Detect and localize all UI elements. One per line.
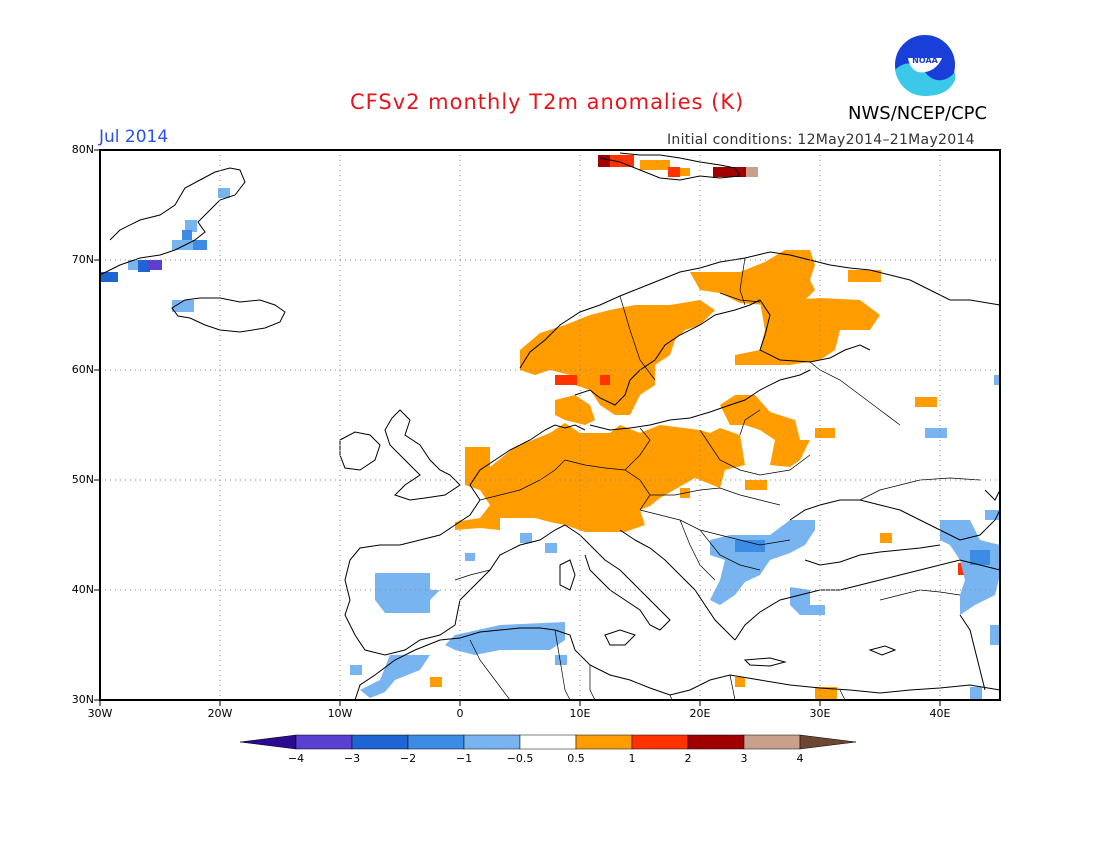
colorbar-label: 4 [796, 752, 804, 765]
lon-label-30w: 30W [87, 707, 113, 720]
lon-label-20w: 20W [207, 707, 233, 720]
forecast-month: Jul 2014 [99, 127, 169, 147]
colorbar-label: −4 [287, 752, 305, 765]
anomaly-patch-south-sweden [555, 395, 595, 425]
colorbar-segment [519, 734, 577, 750]
coastline-iberia [344, 524, 566, 656]
colorbar-label: −3 [343, 752, 361, 765]
lon-label-40e: 40E [929, 707, 951, 720]
coastline-greece-turkey [734, 559, 1001, 641]
colorbar-segment [687, 734, 745, 750]
colorbar-label: 2 [684, 752, 692, 765]
lat-label-40n: 40N [71, 583, 94, 596]
cool-anomaly-patches [100, 188, 1000, 699]
lat-label-70n: 70N [71, 253, 94, 266]
coastline-finland [759, 299, 871, 363]
colorbar-label: −1 [455, 752, 473, 765]
colorbar-label: −0.5 [506, 752, 534, 765]
colorbar-label: −2 [399, 752, 417, 765]
colorbar-label: 0.5 [567, 752, 585, 765]
coastline-svalbard [599, 152, 741, 181]
colorbar-arrow-low [239, 734, 297, 750]
lon-label-30e: 30E [809, 707, 831, 720]
lat-label-80n: 80N [71, 143, 94, 156]
coastline-sardinia [559, 559, 576, 591]
coastline-sweden-south [574, 299, 761, 406]
country-borders [454, 257, 981, 701]
agency-label: NWS/NCEP/CPC [848, 103, 988, 124]
colorbar-segment [575, 734, 633, 750]
coastline-cyprus [868, 645, 897, 656]
noaa-logo-text: NOAA [912, 56, 938, 65]
map-border [99, 149, 1001, 701]
anomaly-patch-north-scandinavia [690, 250, 815, 305]
lat-label-30n: 30N [71, 693, 94, 706]
anomaly-patch-finland [735, 298, 880, 365]
coastline-iceland [171, 297, 286, 333]
colorbar-segment [743, 734, 801, 750]
anomaly-patch-scandinavia [520, 300, 715, 415]
coastline-baltic-south [589, 369, 811, 431]
coastline-greenland [99, 167, 246, 276]
lat-label-60n: 60N [71, 363, 94, 376]
colorbar [239, 734, 857, 750]
map-frame [100, 150, 1000, 700]
coastline-caspian [984, 489, 1001, 501]
chart-title: CFSv2 monthly T2m anomalies (K) [350, 90, 745, 114]
anomaly-patch-baltic [720, 395, 810, 467]
coastline-levant [959, 614, 986, 691]
colorbar-segment [295, 734, 353, 750]
initial-conditions: Initial conditions: 12May2014–21May2014 [667, 132, 975, 148]
map-gridlines [100, 150, 1000, 700]
noaa-logo: NOAA [893, 33, 957, 97]
lon-label-20e: 20E [689, 707, 711, 720]
colorbar-label: 1 [628, 752, 636, 765]
lon-label-0: 0 [456, 707, 464, 720]
coastline-uk [384, 409, 461, 501]
coastline-sicily [604, 629, 636, 646]
colorbar-segment [463, 734, 521, 750]
colorbar-arrow-high [799, 734, 857, 750]
axis-ticks [94, 149, 941, 706]
lat-label-50n: 50N [71, 473, 94, 486]
coastline-ireland [339, 431, 381, 471]
colorbar-segment [407, 734, 465, 750]
coastline-crete [743, 657, 787, 667]
colorbar-label: 3 [740, 752, 748, 765]
coastline-italy [564, 524, 671, 631]
lon-label-10w: 10W [327, 707, 353, 720]
colorbar-segment [631, 734, 689, 750]
lon-label-10e: 10E [569, 707, 591, 720]
coastline-adriatic [619, 529, 736, 641]
coastline-black-sea-south [804, 544, 941, 566]
coastlines [99, 152, 1001, 701]
anomaly-patch-central-europe [455, 423, 745, 532]
colorbar-segment [351, 734, 409, 750]
coastline-north-africa [354, 627, 1001, 701]
warm-anomaly-patches [430, 155, 937, 699]
